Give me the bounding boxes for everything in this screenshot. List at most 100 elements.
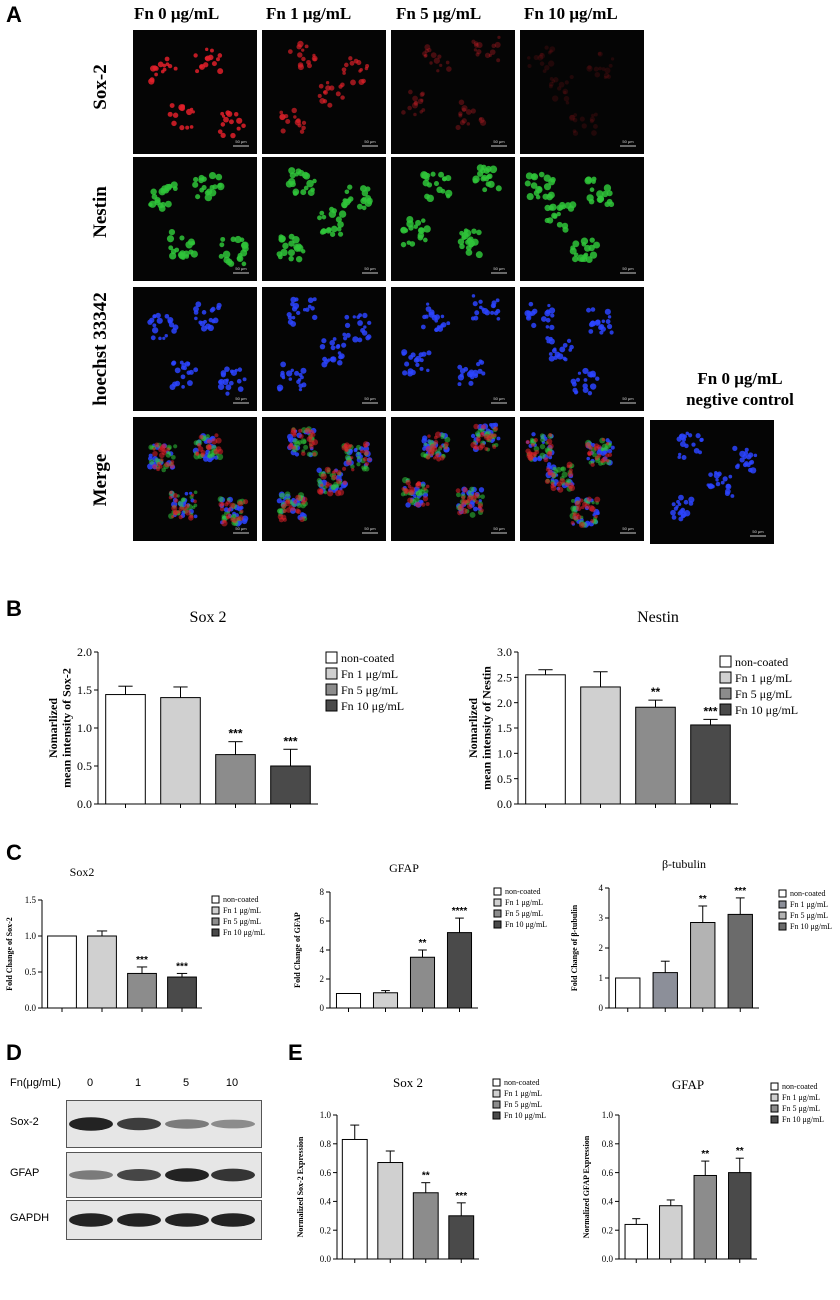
significance-3: *** bbox=[283, 734, 297, 748]
y-tick-label: 2.0 bbox=[77, 645, 92, 659]
y-tick-label: 1.0 bbox=[602, 1110, 614, 1120]
y-tick-label: 1.5 bbox=[77, 683, 92, 697]
wb-band-1 bbox=[117, 1213, 161, 1227]
chart-b-nestin: Nestin 0.0 0.5 1.0 1.5 2.0 2.5 3.0 Nomarlizedmea… bbox=[420, 600, 840, 830]
row-header-nestin: Nestin bbox=[90, 186, 111, 238]
significance-2: ** bbox=[419, 938, 427, 949]
legend-swatch-3 bbox=[492, 1111, 501, 1120]
bar-0 bbox=[341, 1138, 368, 1260]
legend-swatch-0 bbox=[211, 895, 220, 904]
y-tick-label: 2.0 bbox=[497, 696, 512, 710]
chart-e-gfap: GFAP 0.0 0.2 0.4 0.6 0.8 1.0 Normalized GFAP Ex… bbox=[575, 1065, 840, 1295]
legend-label-2: Fn 5 μg/mL bbox=[341, 683, 398, 697]
micrograph-merge-col2: 50 μm bbox=[391, 417, 515, 541]
bar-1 bbox=[377, 1162, 404, 1260]
significance-2: ** bbox=[422, 1171, 430, 1182]
column-header-fn10: Fn 10 μg/mL bbox=[524, 4, 618, 23]
significance-3: ** bbox=[736, 1146, 744, 1157]
panel-letter-c: C bbox=[6, 840, 22, 865]
legend-label-0: non-coated bbox=[504, 1078, 540, 1087]
legend-label-1: Fn 1 μg/mL bbox=[504, 1089, 542, 1098]
significance-2: *** bbox=[228, 727, 242, 741]
micrograph-nestin-col0: 50 μm bbox=[133, 157, 257, 281]
bar-1 bbox=[372, 992, 399, 1009]
wb-band-1 bbox=[117, 1169, 161, 1181]
chart-e-sox2: Sox 2 0.0 0.2 0.4 0.6 0.8 1.0 Normalized Sox-2 … bbox=[285, 1065, 575, 1295]
y-tick-label: 0.4 bbox=[320, 1197, 332, 1207]
y-tick-label: 0.5 bbox=[25, 967, 37, 977]
legend-label-1: Fn 1 μg/mL bbox=[782, 1093, 820, 1102]
legend-label-0: non-coated bbox=[341, 651, 394, 665]
y-tick-label: 1 bbox=[599, 973, 604, 983]
bar-0 bbox=[335, 993, 362, 1009]
chart-c-gfap: GFAP 0 2 4 6 8 Fold Change of GFAP ** **** non-co… bbox=[290, 850, 565, 1035]
row-header-hoechst: hoechst 33342 bbox=[90, 292, 111, 406]
micrograph-sox2-col2: 50 μm bbox=[391, 30, 515, 154]
significance-3: *** bbox=[703, 704, 717, 718]
micrograph-sox2-col3: 50 μm bbox=[520, 30, 644, 154]
wb-row-label-2: GAPDH bbox=[10, 1212, 50, 1224]
y-tick-label: 2.5 bbox=[497, 671, 512, 685]
y-axis-label: Nomarlizedmean intensity of Sox-2 bbox=[46, 668, 74, 788]
bar-2 bbox=[127, 972, 157, 1009]
bar-1 bbox=[652, 972, 678, 1009]
y-tick-label: 3.0 bbox=[497, 645, 512, 659]
scale-bar-label: 50 μm bbox=[493, 266, 505, 271]
micrograph-merge-col0: 50 μm bbox=[133, 417, 257, 541]
scale-bar-label: 50 μm bbox=[364, 139, 376, 144]
legend-swatch-2 bbox=[770, 1104, 779, 1113]
bar-1 bbox=[160, 697, 201, 805]
negative-control-label: Fn 0 μg/mL negtive control bbox=[650, 368, 830, 410]
chart-c-btubulin: β-tubulin 0 1 2 3 4 Fold Change of β-tubulin **… bbox=[565, 850, 840, 1035]
legend-label-3: Fn 10 μg/mL bbox=[790, 922, 832, 931]
y-tick-label: 0 bbox=[599, 1003, 604, 1013]
scale-bar-label: 50 μm bbox=[493, 526, 505, 531]
legend-swatch-0 bbox=[770, 1082, 779, 1091]
legend-swatch-0 bbox=[719, 655, 732, 668]
y-tick-label: 0.4 bbox=[602, 1197, 614, 1207]
y-tick-label: 0.6 bbox=[602, 1168, 614, 1178]
micrograph-negative-control: 50 μm bbox=[650, 420, 774, 544]
y-tick-label: 0.2 bbox=[320, 1225, 331, 1235]
wb-band-0 bbox=[69, 1170, 113, 1180]
y-tick-label: 4 bbox=[320, 945, 325, 955]
legend-label-2: Fn 5 μg/mL bbox=[790, 911, 828, 920]
legend-swatch-1 bbox=[211, 906, 220, 915]
wb-band-2 bbox=[165, 1213, 209, 1227]
legend-swatch-3 bbox=[719, 703, 732, 716]
y-tick-label: 0.5 bbox=[77, 759, 92, 773]
legend-label-2: Fn 5 μg/mL bbox=[504, 1100, 542, 1109]
bar-1 bbox=[87, 935, 117, 1009]
chart-title: GFAP bbox=[389, 861, 419, 875]
chart-b-sox2: Sox 2 0.0 0.5 1.0 1.5 2.0 Nomarlizedmean inten… bbox=[0, 600, 420, 830]
wb-axis-label: Fn(μg/mL) bbox=[10, 1077, 61, 1089]
negative-control-line-1: Fn 0 μg/mL bbox=[697, 369, 783, 388]
y-tick-label: 0.0 bbox=[320, 1254, 332, 1264]
micrograph-sox2-col1: 50 μm bbox=[262, 30, 386, 154]
legend-swatch-1 bbox=[492, 1089, 501, 1098]
scale-bar-label: 50 μm bbox=[364, 396, 376, 401]
panel-letter-d: D bbox=[6, 1040, 22, 1065]
y-tick-label: 0 bbox=[320, 1003, 325, 1013]
column-header-fn5: Fn 5 μg/mL bbox=[396, 4, 482, 23]
bar-0 bbox=[615, 977, 641, 1009]
bar-3 bbox=[167, 976, 197, 1009]
wb-blot-gfap bbox=[66, 1152, 262, 1198]
micrograph-nestin-col1: 50 μm bbox=[262, 157, 386, 281]
wb-band-2 bbox=[165, 1168, 209, 1182]
legend-swatch-3 bbox=[770, 1115, 779, 1124]
legend-swatch-2 bbox=[493, 909, 502, 918]
wb-row-label-0: Sox-2 bbox=[10, 1116, 39, 1128]
legend-label-1: Fn 1 μg/mL bbox=[735, 671, 792, 685]
scale-bar-label: 50 μm bbox=[493, 396, 505, 401]
wb-row-label-1: GFAP bbox=[10, 1167, 40, 1179]
legend-label-0: non-coated bbox=[782, 1082, 818, 1091]
micrograph-nestin-col2: 50 μm bbox=[391, 157, 515, 281]
chart-c-sox2: Sox2 0.0 0.5 1.0 1.5 Fold Change of Sox-2 *** *… bbox=[0, 850, 290, 1035]
bar-3 bbox=[446, 932, 473, 1009]
y-axis-label: Normalized Sox-2 Expression bbox=[296, 1136, 305, 1237]
bar-3 bbox=[727, 913, 753, 1009]
panel-letter-a: A bbox=[6, 2, 22, 27]
scale-bar-label: 50 μm bbox=[622, 266, 634, 271]
legend-swatch-0 bbox=[492, 1078, 501, 1087]
